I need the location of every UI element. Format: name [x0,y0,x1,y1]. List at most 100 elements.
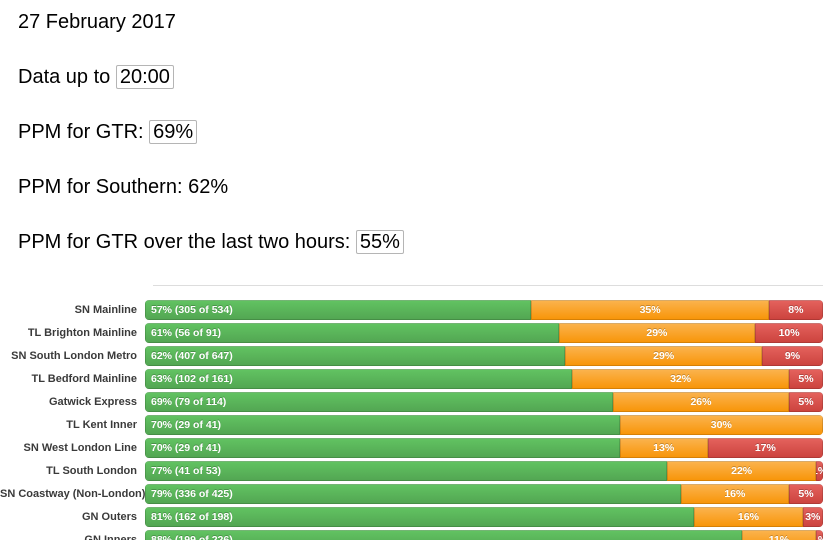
bar-segment-green: 57% (305 of 534) [145,300,532,320]
bar-segment-red: 3% [802,507,823,527]
bar-segment-value: 29% [646,327,668,339]
stacked-bar: 63% (102 of 161) 32% 5% [145,369,823,389]
bar-segment-value: 70% (29 of 41) [151,419,222,431]
ppm-gtr-line: PPM for GTR: 69% [18,120,830,144]
bar-row-label: SN South London Metro [11,350,137,362]
bar-segment-orange: 16% [694,507,803,527]
bar-segment-value: 10% [778,327,800,339]
stacked-bar: 61% (56 of 91) 29% 10% [145,323,823,343]
bar-segment-orange: 16% [680,484,790,504]
bar-segment-value: 16% [724,488,746,500]
bar-segment-green: 81% (162 of 198) [145,507,695,527]
chart-row: TL South London 77% (41 of 53) 22% 1% [0,461,823,481]
bar-row-label: SN Coastway (Non-London) [0,488,145,500]
bar-segment-orange: 30% [619,415,823,435]
bar-segment-value: 29% [653,350,675,362]
bar-segment-value: 35% [639,304,661,316]
bar-segment-value: 16% [737,511,759,523]
chart-row: SN Mainline 57% (305 of 534) 35% 8% [0,300,823,320]
bar-row-label: GN Outers [81,511,137,523]
bar-segment-green: 70% (29 of 41) [145,415,620,435]
bar-row-label: Gatwick Express [48,396,137,408]
bar-row-label: GN Inners [84,534,137,540]
bar-segment-red: 9% [761,346,823,366]
bar-row-label: TL South London [46,465,137,477]
bar-segment-value: 79% (336 of 425) [151,488,233,500]
chart-row: GN Inners 88% (199 of 226) 11% 1% [0,530,823,540]
bar-segment-value: 17% [754,442,776,454]
bar-segment-orange: 32% [572,369,790,389]
ppm-gtr-2h-label: PPM for GTR over the last two hours: [18,231,356,253]
bar-segment-value: 77% (41 of 53) [151,465,222,477]
bar-segment-green: 88% (199 of 226) [145,530,742,540]
data-up-to-label: Data up to [18,66,116,88]
bar-segment-orange: 11% [741,530,817,540]
chart-row: SN Coastway (Non-London) 79% (336 of 425… [0,484,823,504]
bar-segment-green: 69% (79 of 114) [145,392,613,412]
ppm-stacked-bar-chart: SN Mainline 57% (305 of 534) 35% 8% TL Bri… [0,285,830,540]
bar-segment-green: 77% (41 of 53) [145,461,668,481]
status-text-block: 27 February 2017 Data up to 20:00 PPM fo… [0,0,830,254]
bar-segment-value: 13% [653,442,675,454]
stacked-bar: 70% (29 of 41) 13% 17% [145,438,823,458]
bar-segment-value: 9% [784,350,801,362]
data-up-to-line: Data up to 20:00 [18,65,830,89]
bar-segment-value: 32% [670,373,692,385]
bar-segment-green: 63% (102 of 161) [145,369,573,389]
chart-row: TL Bedford Mainline 63% (102 of 161) 32% 5… [0,369,823,389]
bar-segment-green: 70% (29 of 41) [145,438,620,458]
stacked-bar: 62% (407 of 647) 29% 9% [145,346,823,366]
bar-segment-red: 5% [789,392,823,412]
bar-segment-red: 1% [816,530,823,540]
date-line: 27 February 2017 [18,10,830,34]
bar-segment-orange: 22% [667,461,817,481]
bar-segment-orange: 26% [612,392,790,412]
bar-row-label: TL Kent Inner [66,419,137,431]
ppm-gtr-label: PPM for GTR: [18,121,150,143]
bar-segment-red: 5% [789,484,823,504]
bar-segment-value: 61% (56 of 91) [151,327,222,339]
bar-segment-orange: 29% [565,346,762,366]
bar-segment-value: 57% (305 of 534) [151,304,233,316]
chart-rows: SN Mainline 57% (305 of 534) 35% 8% TL Bri… [0,300,823,540]
ppm-gtr-2h-value-field[interactable]: 55% [355,230,404,254]
bar-segment-green: 61% (56 of 91) [145,323,559,343]
bar-segment-value: 22% [731,465,753,477]
bar-segment-value: 5% [798,488,814,500]
bar-segment-value: 5% [798,396,814,408]
bar-segment-value: 70% (29 of 41) [151,442,222,454]
bar-segment-red: 5% [789,369,823,389]
date-text: 27 February 2017 [18,11,176,33]
bar-segment-value: 3% [805,511,821,523]
bar-segment-red: 17% [707,438,823,458]
stacked-bar: 79% (336 of 425) 16% 5% [145,484,823,504]
chart-row: SN South London Metro 62% (407 of 647) 29… [0,346,823,366]
bar-segment-orange: 29% [558,323,756,343]
bar-segment-value: 1% [816,465,823,477]
bar-segment-green: 62% (407 of 647) [145,346,566,366]
bar-segment-value: 88% (199 of 226) [151,534,233,540]
bar-row-label: TL Bedford Mainline [31,373,137,385]
ppm-southern-text: PPM for Southern: 62% [18,176,229,198]
bar-segment-value: 30% [710,419,732,431]
bar-segment-red: 8% [768,300,823,320]
ppm-southern-line: PPM for Southern: 62% [18,175,830,199]
bar-row-label: SN Mainline [74,304,137,316]
bar-segment-value: 69% (79 of 114) [151,396,227,408]
bar-segment-orange: 13% [619,438,708,458]
bar-segment-red: 10% [755,323,823,343]
chart-row: GN Outers 81% (162 of 198) 16% 3% [0,507,823,527]
bar-segment-value: 63% (102 of 161) [151,373,233,385]
bar-segment-value: 62% (407 of 647) [151,350,233,362]
ppm-gtr-value-field[interactable]: 69% [149,120,198,144]
bar-row-label: TL Brighton Mainline [27,327,137,339]
stacked-bar: 69% (79 of 114) 26% 5% [145,392,823,412]
chart-row: TL Kent Inner 70% (29 of 41) 30% [0,415,823,435]
stacked-bar: 77% (41 of 53) 22% 1% [145,461,823,481]
data-up-to-value-field[interactable]: 20:00 [115,65,174,89]
stacked-bar: 57% (305 of 534) 35% 8% [145,300,823,320]
ppm-gtr-2h-line: PPM for GTR over the last two hours: 55% [18,230,830,254]
bar-segment-value: 26% [690,396,712,408]
bar-segment-orange: 35% [531,300,769,320]
bar-segment-value: 1% [816,534,823,540]
